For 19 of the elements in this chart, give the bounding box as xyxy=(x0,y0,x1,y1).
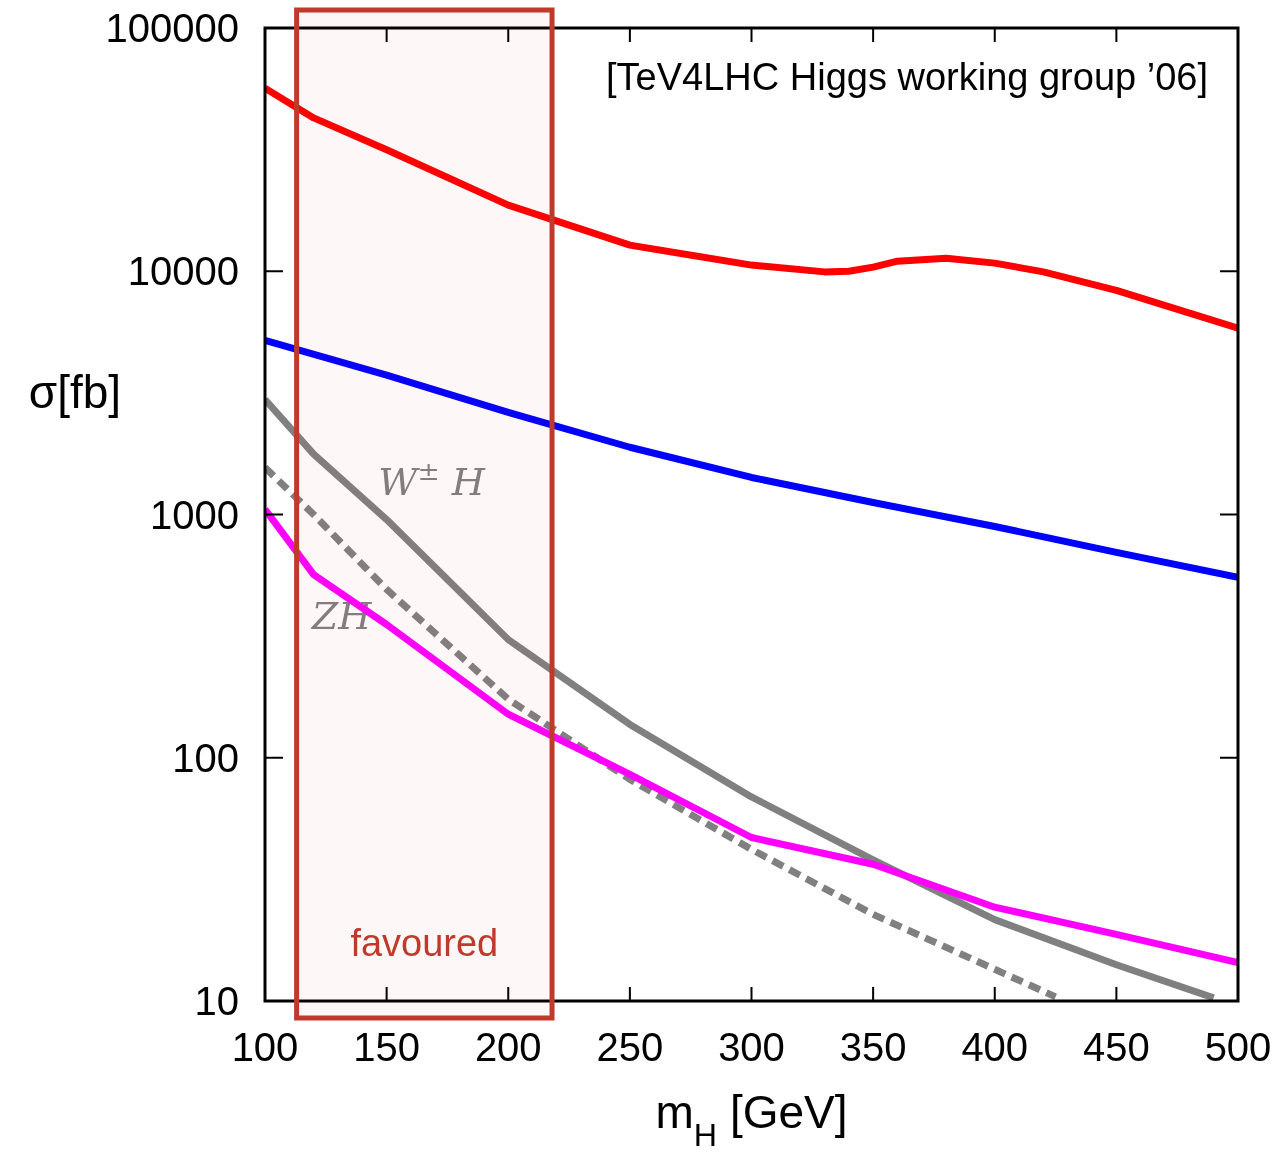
y-tick-label: 1000 xyxy=(150,492,239,537)
x-axis-title: m$_{H}$[GeV] xyxy=(655,1086,848,1153)
x-tick-label: 450 xyxy=(1083,1025,1150,1069)
x-tick-label: 300 xyxy=(718,1025,785,1069)
x-tick-label: 250 xyxy=(596,1025,664,1069)
y-tick-label: 100 xyxy=(172,735,239,780)
series-label: W$^{±}$H xyxy=(378,454,486,504)
x-tick-label: 100 xyxy=(231,1025,299,1069)
y-tick-label: 10000 xyxy=(127,249,239,294)
y-tick-label: 100000 xyxy=(105,6,239,50)
band-label: favoured xyxy=(350,922,499,964)
x-tick-label: 500 xyxy=(1204,1025,1272,1069)
x-tick-label: 350 xyxy=(839,1025,907,1069)
x-tick-label: 400 xyxy=(961,1025,1029,1069)
annotation: [TeV4LHC Higgs working group ’06] xyxy=(606,56,1208,98)
x-tick-label: 200 xyxy=(474,1025,542,1069)
y-axis-title: σ[fb] xyxy=(28,366,122,418)
x-tick-label: 150 xyxy=(353,1025,420,1069)
y-tick-label: 10 xyxy=(194,979,239,1023)
